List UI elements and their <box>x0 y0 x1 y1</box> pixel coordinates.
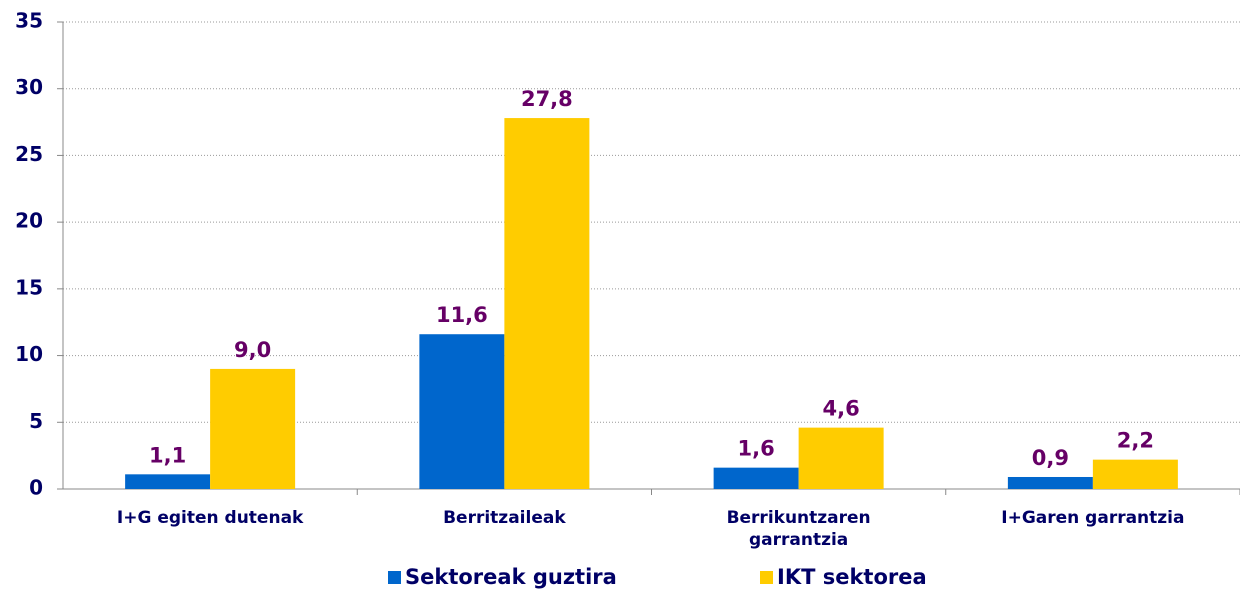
legend-swatch <box>760 571 773 584</box>
y-tick-label: 15 <box>15 275 43 299</box>
data-label: 1,1 <box>149 443 186 467</box>
data-label: 9,0 <box>234 338 271 362</box>
y-tick-label: 5 <box>29 409 43 433</box>
y-tick-label: 20 <box>15 209 43 233</box>
data-label: 11,6 <box>436 303 488 327</box>
bar <box>798 427 884 489</box>
bar <box>210 368 296 489</box>
legend-label: Sektoreak guztira <box>405 565 617 589</box>
data-label: 0,9 <box>1032 446 1069 470</box>
data-label: 2,2 <box>1117 429 1154 453</box>
y-tick-label: 25 <box>15 142 43 166</box>
x-tick-label: Berrikuntzaren garrantzia <box>726 508 871 550</box>
y-tick-label: 30 <box>15 75 43 99</box>
y-tick-label: 35 <box>15 9 43 33</box>
bar <box>1092 459 1178 489</box>
data-label: 4,6 <box>823 397 860 421</box>
bar <box>125 474 211 489</box>
bar <box>713 467 799 489</box>
x-tick-label: I+Garen garrantzia <box>1001 508 1185 528</box>
bar <box>419 334 505 489</box>
bar <box>504 118 590 489</box>
bar <box>1007 476 1093 489</box>
x-tick-label: Berritzaileak <box>443 508 566 528</box>
x-tick-label: I+G egiten dutenak <box>116 508 304 528</box>
data-label: 27,8 <box>521 87 573 111</box>
data-label: 1,6 <box>738 437 775 461</box>
legend-label: IKT sektorea <box>777 565 927 589</box>
y-tick-label: 0 <box>29 476 43 500</box>
legend-swatch <box>388 571 401 584</box>
y-tick-label: 10 <box>15 342 43 366</box>
